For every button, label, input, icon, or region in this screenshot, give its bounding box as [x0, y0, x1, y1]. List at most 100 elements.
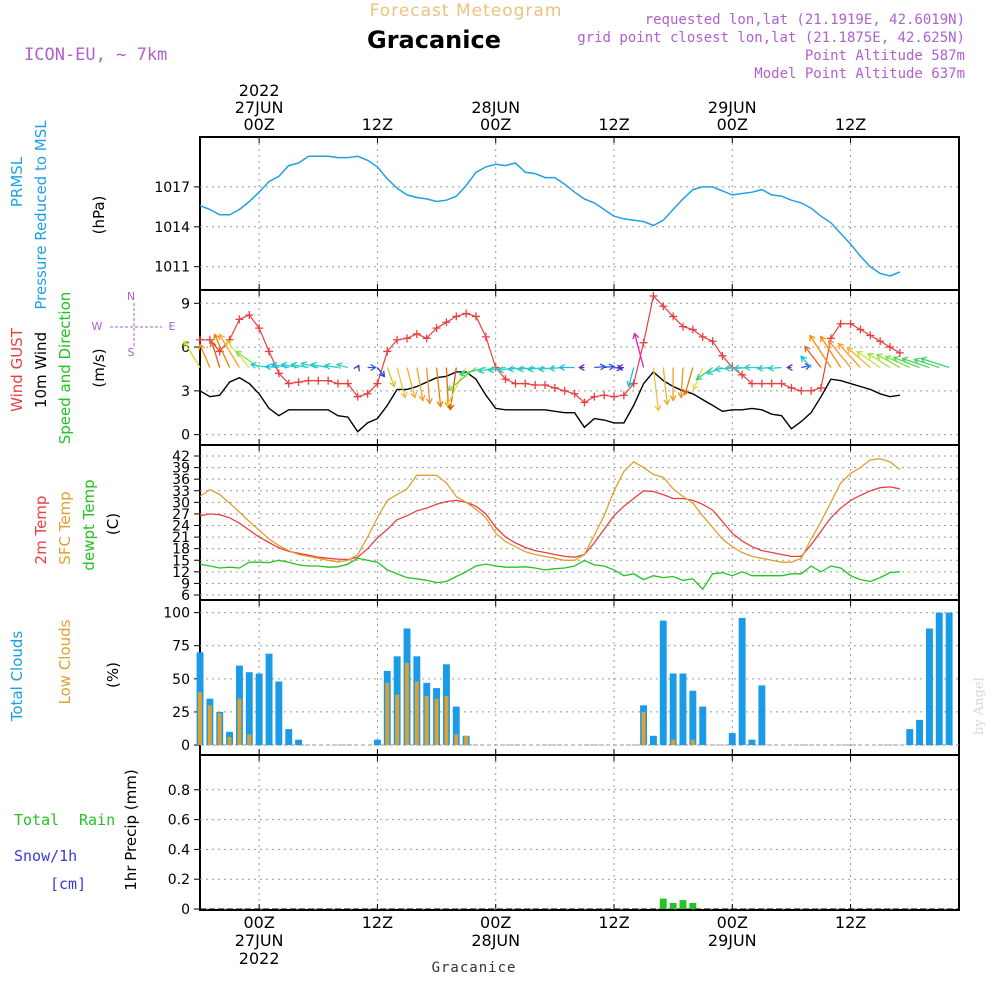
wind-direction-arrow: [594, 363, 607, 371]
low-cloud-bar: [217, 713, 222, 746]
total-cloud-bar: [452, 706, 460, 745]
gust-marker: [649, 292, 658, 300]
temp-label-2m: 2m Temp: [32, 496, 50, 565]
wind-direction-arrow: [809, 334, 832, 368]
wind-direction-arrow: [913, 357, 940, 369]
gust-marker: [255, 324, 264, 333]
wind-direction-arrow: [367, 363, 377, 372]
y-tick-label: 18: [172, 542, 190, 558]
low-cloud-bar: [464, 735, 469, 746]
low-cloud-bar: [385, 682, 390, 745]
temp-label-sfc: SFC Temp: [56, 491, 74, 564]
gust-marker: [570, 389, 579, 398]
wind-direction-arrow: [652, 367, 662, 412]
gust-marker: [521, 379, 530, 388]
gust-marker: [481, 332, 490, 341]
cloud-label-low: Low Clouds: [56, 619, 74, 704]
top-time-label: 2022: [239, 81, 280, 100]
wind-direction-arrow: [376, 367, 386, 378]
rain-bar: [689, 903, 697, 909]
y-tick-label: 1014: [154, 220, 190, 236]
compass-s: S: [128, 346, 135, 359]
y-tick-label: 12: [172, 565, 190, 581]
gust-marker: [452, 312, 461, 321]
model-label: ICON-EU, ~ 7km: [24, 45, 167, 65]
wind-direction-arrow: [578, 363, 585, 372]
wind-direction-arrow: [846, 346, 871, 368]
precip-label-total: Total: [14, 811, 59, 829]
location-title: Gracanice: [367, 26, 501, 54]
gust-marker: [235, 315, 244, 324]
wind-direction-arrow: [919, 356, 950, 369]
gust-marker: [836, 319, 845, 328]
model-altitude: Model Point Altitude 637m: [754, 66, 965, 82]
gust-marker: [757, 379, 766, 388]
wind-direction-arrow: [183, 340, 201, 368]
wind-direction-arrow: [213, 333, 231, 368]
gust-marker: [817, 383, 825, 392]
low-cloud-bar: [434, 698, 439, 745]
gust-marker: [196, 335, 204, 344]
bottom-time-label: 00Z: [717, 913, 748, 932]
gust-marker: [600, 391, 609, 400]
precip-label-snow: Snow/1h: [14, 847, 77, 865]
pressure-label-prmsl: PRMSL: [8, 156, 26, 207]
gust-marker: [698, 332, 707, 341]
wind-direction-arrow: [866, 352, 891, 369]
total-cloud-bar: [689, 690, 697, 745]
bottom-time-label: 12Z: [362, 913, 393, 932]
gust-marker: [895, 348, 904, 357]
wind-direction-arrow: [209, 340, 221, 368]
total-cloud-bar: [926, 628, 933, 745]
top-time-label: 27JUN: [235, 98, 284, 117]
gust-marker: [403, 334, 411, 343]
gust-marker: [363, 389, 372, 398]
gust-marker: [777, 379, 786, 388]
gust-marker: [541, 381, 549, 390]
credit-watermark: by Angel: [972, 677, 987, 735]
gust-marker: [531, 381, 540, 390]
wind-direction-arrow: [856, 350, 881, 369]
total-cloud-bar: [295, 739, 302, 745]
low-cloud-bar: [414, 681, 419, 746]
gust-marker: [343, 379, 352, 388]
total-cloud-bar: [285, 729, 293, 745]
low-cloud-bar: [690, 739, 695, 745]
low-cloud-bar: [444, 696, 449, 745]
gust-marker: [590, 392, 599, 401]
low-cloud-bar: [227, 737, 232, 745]
gust-marker: [560, 386, 569, 395]
gust-marker: [324, 376, 333, 385]
y-tick-label: 0.8: [168, 783, 190, 799]
compass-n: N: [127, 290, 135, 303]
wind-direction-arrow: [884, 355, 910, 369]
low-cloud-bar: [247, 734, 252, 745]
low-cloud-bar: [237, 698, 242, 745]
total-cloud-bar: [679, 673, 687, 745]
wind-direction-arrow: [280, 361, 299, 369]
bottom-time-label: 00Z: [243, 913, 274, 932]
gust-marker: [334, 379, 342, 388]
gust-marker: [610, 392, 618, 401]
wind-direction-arrow: [435, 367, 444, 408]
gust-marker: [442, 318, 451, 327]
total-cloud-bar: [650, 735, 657, 746]
requested-coords: requested lon,lat (21.1919E, 42.6019N): [645, 12, 965, 28]
y-tick-label: 50: [172, 672, 190, 688]
gust-marker: [619, 391, 628, 400]
cloud-label-total: Total Clouds: [8, 631, 26, 723]
wind-direction-arrow: [218, 333, 240, 368]
top-time-label: 28JUN: [471, 98, 520, 117]
wind-direction-arrow: [300, 361, 319, 369]
y-tick-label: 0.4: [168, 842, 190, 858]
bottom-time-label: 12Z: [598, 913, 629, 932]
wind-direction-arrow: [827, 339, 852, 368]
gust-marker: [846, 319, 855, 328]
y-tick-label: 42: [172, 449, 190, 465]
low-cloud-bar: [454, 734, 459, 745]
wind-direction-arrow: [270, 361, 289, 369]
gust-marker: [314, 376, 323, 385]
gust-marker: [511, 379, 520, 388]
total-cloud-bar: [245, 672, 253, 745]
